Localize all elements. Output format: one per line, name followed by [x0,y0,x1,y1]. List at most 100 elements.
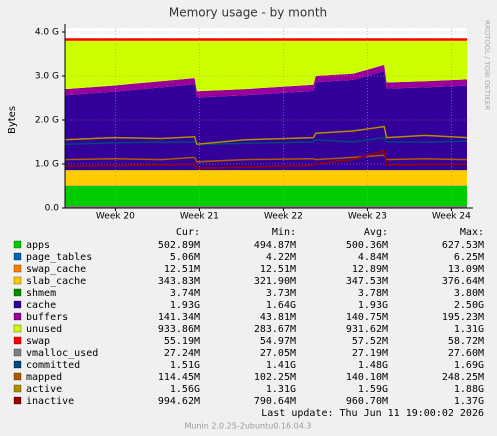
legend-value: 57.52M [352,336,388,347]
column-header: Max: [460,227,484,238]
legend-value: 27.05M [260,348,296,359]
legend-value: 13.09M [448,264,484,275]
legend-swatch [13,360,22,369]
legend-value: 12.51M [164,264,200,275]
y-axis-label: Bytes [7,106,18,134]
line [64,154,468,163]
legend-value: 3.80M [454,288,484,299]
legend-value: 5.06M [170,252,200,263]
legend-name: slab_cache [26,276,86,287]
area [65,64,467,98]
legend-name: swap_cache [26,264,86,275]
legend-value: 27.60M [448,348,484,359]
legend-value: 3.73M [266,288,296,299]
legend-value: 195.23M [442,312,484,323]
column-header: Avg: [364,227,388,238]
legend-value: 960.70M [346,396,388,407]
legend-value: 4.84M [358,252,388,263]
x-tick-label: Week 21 [180,212,219,222]
legend-value: 58.72M [448,336,484,347]
legend-name: active [26,384,62,395]
legend-value: 27.24M [164,348,200,359]
x-tick-label: Week 24 [432,212,471,222]
legend-value: 1.59G [358,384,388,395]
legend-value: 1.56G [170,384,200,395]
legend-value: 54.97M [260,336,296,347]
legend-value: 43.81M [260,312,296,323]
y-tick-label: 0.0 [45,204,60,214]
legend-value: 347.53M [346,276,388,287]
legend-swatch [13,300,22,309]
area [65,186,467,208]
legend-swatch [13,384,22,393]
legend-value: 1.41G [266,360,296,371]
legend-name: buffers [26,312,68,323]
legend-value: 4.22M [266,252,296,263]
legend-swatch [13,240,22,249]
legend-swatch [13,348,22,357]
area [65,170,467,186]
line [64,149,467,170]
last-update: Last update: Thu Jun 11 19:00:02 2026 [261,408,484,419]
legend-value: 27.19M [352,348,388,359]
legend-swatch [13,252,22,261]
y-tick-label: 2.0 G [35,116,59,126]
x-tick-label: Week 22 [264,212,303,222]
legend-value: 1.64G [266,300,296,311]
legend-value: 1.88G [454,384,484,395]
area [65,185,467,186]
legend-name: page_tables [26,252,92,263]
legend-name: unused [26,324,62,335]
legend-value: 12.89M [352,264,388,275]
line [64,125,468,146]
legend-swatch [13,312,22,321]
legend-name: vmalloc_used [26,348,98,359]
chart-title: Memory usage - by month [169,6,327,20]
legend-value: 321.90M [254,276,296,287]
legend-value: 494.87M [254,240,296,251]
legend-value: 790.64M [254,396,296,407]
legend-swatch [13,336,22,345]
legend-value: 1.37G [454,396,484,407]
legend-name: mapped [26,372,62,383]
legend-name: swap [26,336,50,347]
legend-value: 994.62M [158,396,200,407]
legend-value: 248.25M [442,372,484,383]
legend-value: 6.25M [454,252,484,263]
legend-value: 12.51M [260,264,296,275]
x-tick-label: Week 23 [348,212,387,222]
column-header: Cur: [176,227,200,238]
legend-value: 1.93G [170,300,200,311]
legend-value: 55.19M [164,336,200,347]
legend-name: shmem [26,288,56,299]
legend-value: 140.10M [346,372,388,383]
column-header: Min: [272,227,296,238]
legend-value: 283.67M [254,324,296,335]
legend-value: 933.86M [158,324,200,335]
legend-name: cache [26,300,56,311]
legend-value: 140.75M [346,312,388,323]
area [65,71,467,171]
y-tick-label: 1.0 G [35,160,59,170]
legend-name: committed [26,360,80,371]
legend-name: apps [26,240,50,251]
legend-value: 931.62M [346,324,388,335]
legend-swatch [13,288,22,297]
legend-value: 102.25M [254,372,296,383]
legend-value: 114.45M [158,372,200,383]
legend-value: 3.74M [170,288,200,299]
legend-value: 1.93G [358,300,388,311]
area [65,40,467,92]
legend-value: 1.48G [358,360,388,371]
line [64,136,468,145]
legend-value: 1.31G [454,324,484,335]
legend-value: 3.78M [358,288,388,299]
legend-name: inactive [26,396,74,407]
footer: Munin 2.0.25-2ubuntu0.16.04.3 [185,422,312,431]
legend-swatch [13,324,22,333]
legend-value: 376.64M [442,276,484,287]
y-tick-label: 3.0 G [35,72,59,82]
watermark: RRDTOOL / TOBI OETIKER [483,20,491,110]
legend-swatch [13,396,22,405]
x-tick-label: Week 20 [96,212,135,222]
